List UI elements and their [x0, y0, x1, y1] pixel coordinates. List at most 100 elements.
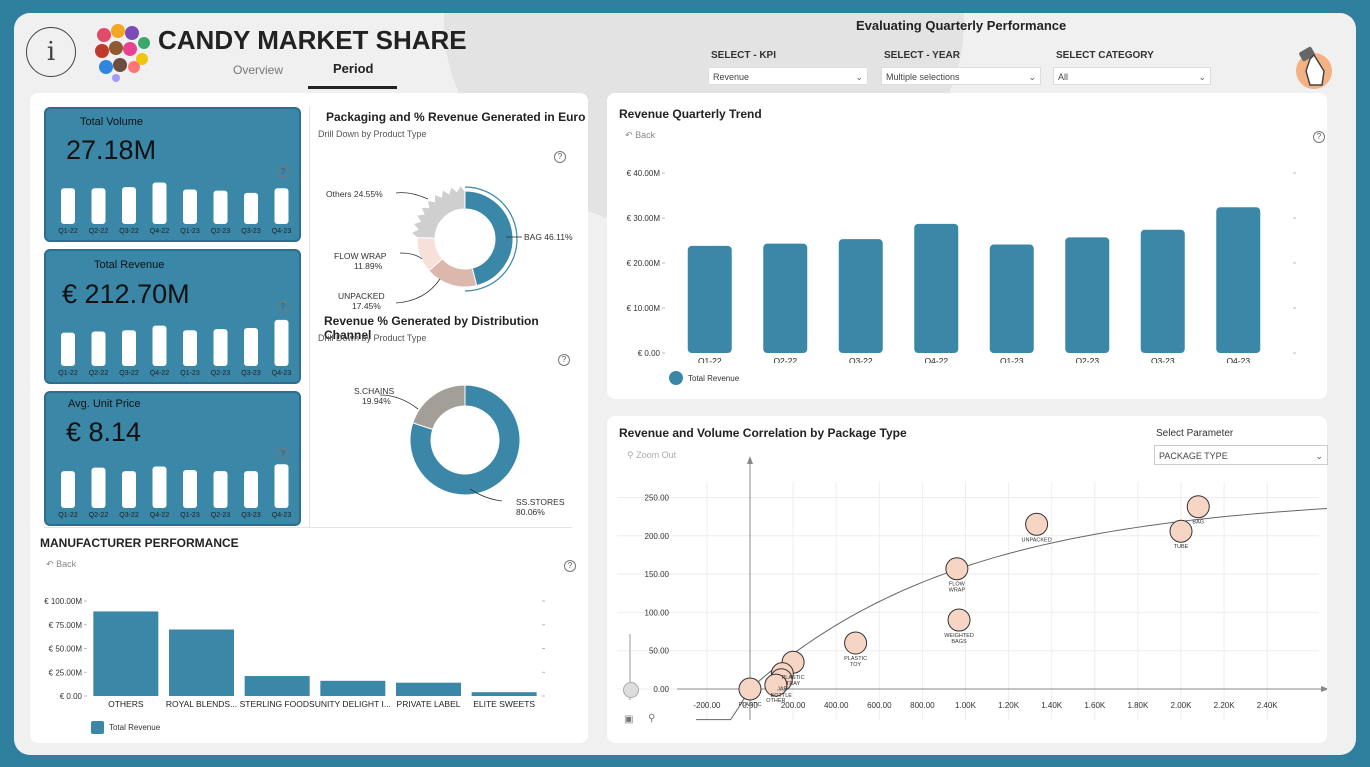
- info-icon[interactable]: i: [26, 27, 76, 77]
- kpi-card-total-volume[interactable]: Total Volume 27.18M ? Q1-22 Q2-22 Q3-22 Q4-…: [44, 107, 301, 242]
- kpi-bar: [91, 331, 106, 366]
- point-weighted-bags[interactable]: [947, 608, 971, 632]
- trend-curve: [696, 508, 1327, 721]
- manufacturer-bar-chart[interactable]: € 100.00M € 75.00M € 50.00M € 25.00M € 0.00 O…: [30, 579, 570, 709]
- point-bag[interactable]: [1186, 495, 1210, 519]
- scatter-plot[interactable]: -200.00 0.00 200.00 400.00 600.00 800.00 1.00K…: [607, 440, 1327, 743]
- x-tick-label: 800.00: [910, 701, 935, 710]
- back-button[interactable]: ↶ Back: [46, 559, 76, 570]
- kpi-bar: [183, 189, 197, 224]
- sstores-slice-percent: 80.06%: [516, 507, 545, 517]
- help-icon[interactable]: ?: [277, 448, 289, 460]
- help-icon[interactable]: ?: [554, 151, 566, 163]
- hand-click-icon[interactable]: [1290, 41, 1338, 89]
- x-category-label: PRIVATE LABEL: [397, 699, 461, 709]
- schains-slice-label: S.CHAINS: [354, 386, 394, 396]
- trend-bar-chart[interactable]: € 40.00M € 30.00M € 20.00M € 10.00M € 0.00 Q1…: [607, 143, 1327, 363]
- y-tick-label: € 30.00M: [627, 214, 661, 223]
- point-label-line2: TOY: [850, 662, 862, 668]
- back-button[interactable]: ↶ Back: [625, 130, 655, 141]
- year-filter-dropdown[interactable]: Multiple selections ⌄: [881, 67, 1041, 85]
- help-icon[interactable]: ?: [564, 560, 576, 572]
- legend-swatch: [91, 721, 104, 734]
- y-tick-label: € 20.00M: [627, 259, 661, 268]
- kpi-filter-dropdown[interactable]: Revenue ⌄: [708, 67, 868, 85]
- tab-overview[interactable]: Overview: [233, 63, 284, 77]
- kpi-bar: [274, 464, 289, 508]
- trend-chart-title: Revenue Quarterly Trend: [619, 107, 762, 121]
- bar-others[interactable]: [93, 611, 159, 696]
- kpi-sparkbars: Q1-22 Q2-22 Q3-22 Q4-22 Q1-23 Q2-23 Q3-23 Q4-23: [58, 319, 291, 377]
- tab-period[interactable]: Period: [333, 61, 374, 76]
- kpi-label: Avg. Unit Price: [68, 398, 141, 410]
- kpi-bar: [61, 332, 75, 366]
- back-arrow-icon: ↶: [625, 130, 633, 140]
- kpi-card-avg-unit-price[interactable]: Avg. Unit Price € 8.14 ? Q1-22 Q2-22 Q3-22…: [44, 391, 301, 526]
- bar-q2-23[interactable]: [1065, 237, 1110, 353]
- image-icon[interactable]: ▣: [624, 714, 634, 725]
- help-icon[interactable]: ?: [558, 354, 570, 366]
- bar-royal-blends-[interactable]: [169, 629, 234, 697]
- x-tick-label: 1.40K: [1041, 701, 1063, 710]
- point-plastic-toy[interactable]: [844, 631, 868, 655]
- bar-q4-22[interactable]: [914, 223, 959, 353]
- lasso-icon[interactable]: ⚲: [648, 713, 656, 724]
- bar-private-label[interactable]: [396, 682, 461, 696]
- point-flow-wrap[interactable]: [945, 557, 969, 581]
- bar-q4-23[interactable]: [1216, 207, 1261, 353]
- kpi-quarter-label: Q1-23: [180, 370, 200, 377]
- x-category-label: UNITY DELIGHT I...: [315, 699, 391, 709]
- zoom-out-button[interactable]: ⚲ Zoom Out: [627, 450, 676, 461]
- donut-slice-bag[interactable]: [464, 190, 514, 287]
- point-label: PLASTIC: [782, 675, 805, 681]
- help-icon[interactable]: ?: [277, 301, 289, 313]
- point-unpacked[interactable]: [1025, 512, 1049, 536]
- others-slice-label: Others 24.55%: [326, 189, 383, 199]
- parameter-label: Select Parameter: [1156, 428, 1234, 439]
- category-filter-label: SELECT CATEGORY: [1056, 50, 1154, 61]
- point-label: WEIGHTED: [944, 633, 974, 639]
- point-other[interactable]: [764, 673, 788, 697]
- legend-swatch: [669, 371, 683, 385]
- bar-sterling-foods[interactable]: [244, 676, 310, 696]
- active-tab-indicator: [308, 86, 397, 89]
- bar-unity-delight-i-[interactable]: [320, 680, 386, 696]
- bar-q1-22[interactable]: [687, 245, 732, 353]
- category-filter-dropdown[interactable]: All ⌄: [1053, 67, 1211, 85]
- point-label: TUBE: [1174, 544, 1189, 550]
- kpi-card-total-revenue[interactable]: Total Revenue € 212.70M ? Q1-22 Q2-22 Q3-2…: [44, 249, 301, 384]
- bar-q3-22[interactable]: [838, 239, 883, 353]
- help-icon[interactable]: ?: [1313, 131, 1325, 143]
- distribution-donut-chart[interactable]: S.CHAINS 19.94% SS.STORES 80.06%: [310, 369, 580, 519]
- year-filter-label: SELECT - YEAR: [884, 50, 960, 61]
- bar-q2-22[interactable]: [763, 243, 808, 353]
- point-label: JAR: [777, 687, 787, 693]
- donut-slice-others[interactable]: [410, 184, 466, 239]
- point-label-line2: WRAP: [949, 588, 966, 594]
- point-tube[interactable]: [1169, 519, 1193, 543]
- bar-q3-23[interactable]: [1140, 229, 1185, 353]
- chevron-down-icon: ⌄: [1028, 72, 1036, 82]
- chevron-down-icon: ⌄: [1198, 72, 1206, 82]
- kpi-bar: [244, 192, 258, 224]
- bar-elite-sweets[interactable]: [471, 692, 537, 696]
- help-icon[interactable]: ?: [277, 166, 289, 178]
- zoom-slider-handle[interactable]: [623, 682, 639, 698]
- donut-slice-ss-stores[interactable]: [409, 384, 521, 496]
- y-tick-label: 150.00: [645, 570, 670, 579]
- y-tick-label: 250.00: [645, 494, 670, 503]
- schains-slice-percent: 19.94%: [362, 396, 391, 406]
- candy-logo-icon: [95, 24, 150, 82]
- kpi-bar: [244, 327, 258, 366]
- left-panel: Total Volume 27.18M ? Q1-22 Q2-22 Q3-22 Q4-…: [30, 93, 588, 743]
- zoom-slider-track[interactable]: [629, 634, 631, 700]
- parameter-dropdown[interactable]: PACKAGE TYPE ⌄: [1154, 445, 1328, 465]
- point-plastic[interactable]: [738, 677, 762, 701]
- y-tick-label: € 75.00M: [49, 621, 83, 630]
- kpi-bar: [122, 187, 136, 224]
- kpi-quarter-label: Q2-22: [89, 512, 109, 519]
- packaging-donut-chart[interactable]: BAG 46.11% Others 24.55% FLOW WRAP 11.89…: [310, 161, 580, 313]
- bar-q1-23[interactable]: [989, 244, 1034, 353]
- donut-slice-s-chains[interactable]: [412, 384, 466, 431]
- x-category-label: Q3-23: [1151, 356, 1175, 363]
